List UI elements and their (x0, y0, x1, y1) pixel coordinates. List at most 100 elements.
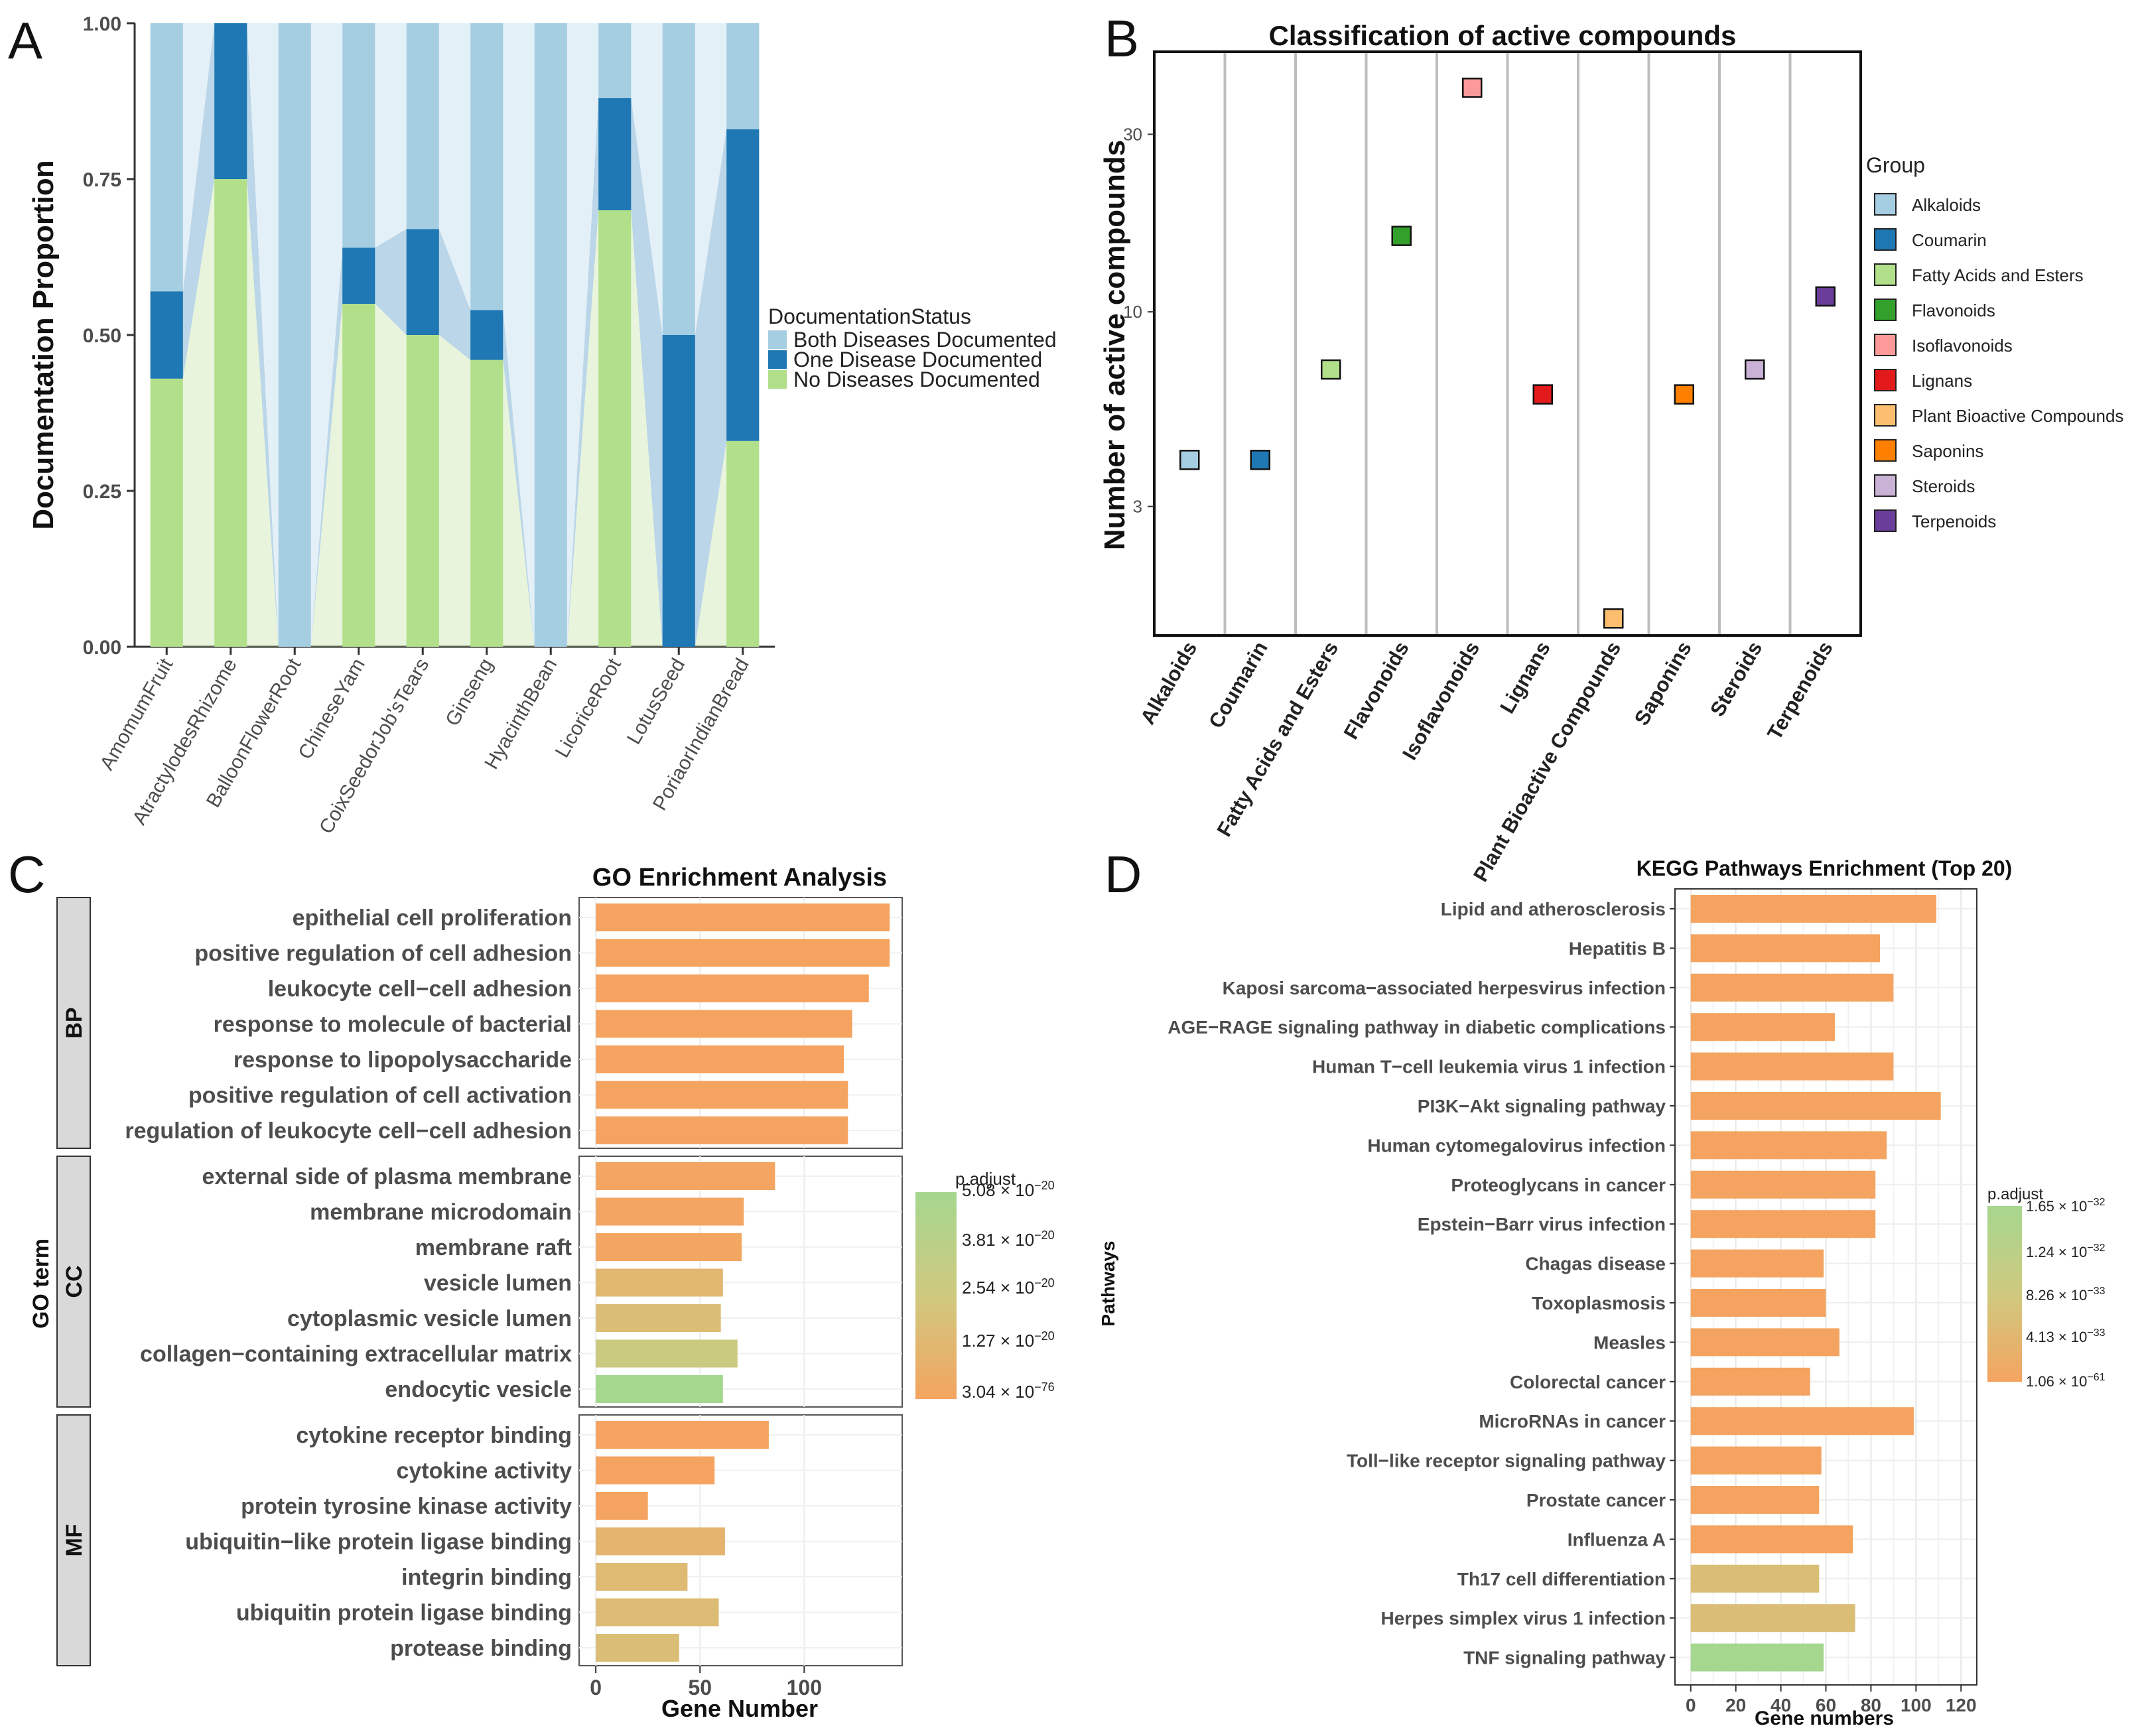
d-x-tick-label: 60 (1816, 1695, 1836, 1715)
d-category-label: Hepatitis B (1569, 938, 1666, 959)
c-facet-bp: BP epithelial cell proliferation positive … (56, 897, 903, 1149)
a-y-tick-label: 1.00 (83, 13, 121, 35)
a-y-tick-label: 0.75 (83, 169, 121, 191)
a-bar-chineseyam-one-disease-documented (342, 247, 375, 304)
d-category-label: Herpes simplex virus 1 infection (1381, 1608, 1666, 1629)
b-legend-title: Group (1866, 153, 1925, 177)
c-colorbar-label: 1.27 × 10−20 (962, 1329, 1055, 1351)
c-term-label: collagen−containing extracellular matrix (140, 1342, 572, 1367)
c-facet-label: MF (62, 1524, 87, 1556)
c-bar-collagen-containing-extracellular-matrix (596, 1339, 738, 1368)
d-x-tick-label: 100 (1901, 1695, 1932, 1715)
panel-label-c: C (8, 845, 45, 903)
b-point-terpenoids (1815, 286, 1836, 307)
a-bar-amomumfruit-no-diseases-documented (150, 378, 183, 647)
b-gridlines (1223, 52, 1792, 635)
b-legend-swatch-isoflavonoids (1874, 334, 1897, 356)
a-legend-label-one: One Disease Documented (793, 348, 1042, 371)
b-x-tick-label: Coumarin (1204, 637, 1272, 732)
c-bar-membrane-microdomain (596, 1197, 744, 1226)
c-y-axis-title: GO term (29, 1238, 54, 1329)
a-flow-both-diseases-documented (503, 23, 535, 647)
c-term-label: membrane microdomain (310, 1200, 572, 1225)
a-bar-poriaorindianbread-both-diseases-documented (726, 23, 760, 129)
d-x-axis: 0 20 40 60 80 100 120 (1686, 1685, 1977, 1715)
c-colorbar-label: 3.04 × 10−76 (962, 1380, 1055, 1402)
panel-a: A Documentation Proportion 0.000.250.500… (8, 11, 1057, 838)
c-term-label: response to molecule of bacterial (214, 1012, 572, 1037)
d-colorbar-label: 1.06 × 10−61 (2026, 1372, 2106, 1390)
b-legend-swatch-fatty-acids-and-esters (1874, 263, 1897, 286)
a-y-ticks: 0.00 0.25 0.50 0.75 1.00 (83, 13, 135, 659)
a-legend-swatch-none (768, 370, 787, 389)
d-x-axis-title: Gene numbers (1755, 1707, 1894, 1729)
a-x-tick-label: LicoriceRoot (551, 654, 626, 761)
a-bar-lotusseed-both-diseases-documented (662, 23, 695, 335)
d-x-tick-label: 80 (1861, 1695, 1881, 1715)
a-bar-licoriceroot-no-diseases-documented (598, 210, 632, 647)
a-y-tick-label: 0.00 (83, 637, 121, 659)
d-category-label: Prostate cancer (1526, 1490, 1666, 1510)
b-legend-swatch-alkaloids (1874, 193, 1897, 216)
d-bar-micrornas-in-cancer (1690, 1407, 1914, 1436)
c-term-label: endocytic vesicle (385, 1377, 572, 1402)
b-legend-swatch-coumarin (1874, 228, 1897, 251)
b-point-isoflavonoids (1462, 78, 1483, 98)
d-bar-th17-cell-differentiation (1690, 1564, 1820, 1593)
d-bar-influenza-a (1690, 1525, 1853, 1554)
d-category-label: Toxoplasmosis (1532, 1293, 1666, 1313)
a-flow-no-diseases-documented (310, 304, 343, 647)
a-flow-both-diseases-documented (375, 23, 407, 248)
d-x-tick-label: 40 (1771, 1695, 1791, 1715)
d-category-label: Proteoglycans in cancer (1451, 1175, 1666, 1195)
c-x-tick-label: 50 (688, 1676, 712, 1700)
a-flow-one-disease-documented (695, 129, 727, 647)
c-term-label: cytokine receptor binding (296, 1423, 572, 1448)
a-y-tick-label: 0.50 (83, 325, 121, 347)
b-point-steroids (1745, 359, 1765, 380)
c-bar-protein-tyrosine-kinase-activity (596, 1492, 648, 1520)
a-plot-area (150, 23, 760, 647)
a-flow-no-diseases-documented (695, 440, 727, 647)
c-term-label: ubiquitin protein ligase binding (236, 1601, 572, 1626)
c-term-label: response to lipopolysaccharide (234, 1047, 572, 1073)
b-legend-label-terpenoids: Terpenoids (1912, 511, 1996, 531)
d-colorbar-label: 1.65 × 10−32 (2026, 1197, 2106, 1215)
c-x-axis: 0 50 100 (590, 1666, 822, 1700)
d-bar-human-t-cell-leukemia-virus-1-infection (1690, 1052, 1894, 1081)
a-flow-both-diseases-documented (310, 23, 343, 647)
a-bar-poriaorindianbread-no-diseases-documented (726, 440, 760, 647)
b-point-lignans (1532, 384, 1553, 405)
a-flow-both-diseases-documented (438, 23, 471, 310)
c-title: GO Enrichment Analysis (592, 864, 887, 892)
c-colorbar-label: 2.54 × 10−20 (962, 1276, 1055, 1298)
a-x-tick-label: CoixSeedorJob'sTears (315, 655, 433, 838)
b-points (1179, 78, 1836, 629)
c-bar-cytokine-activity (596, 1456, 715, 1485)
b-legend-swatch-saponins (1874, 439, 1897, 462)
c-bar-positive-regulation-of-cell-adhesion (596, 939, 890, 967)
a-bar-atractylodesrhizome-one-disease-documented (214, 23, 247, 179)
d-bar-lipid-and-atherosclerosis (1690, 895, 1936, 923)
c-term-label: membrane raft (415, 1235, 572, 1260)
a-y-axis-title: Documentation Proportion (27, 160, 60, 529)
b-point-fatty-acids-and-esters (1321, 359, 1341, 380)
b-x-tick-label: Alkaloids (1136, 637, 1201, 728)
d-bar-human-cytomegalovirus-infection (1690, 1131, 1887, 1160)
d-bar-toll-like-receptor-signaling-pathway (1690, 1446, 1822, 1475)
b-legend-label-lignans: Lignans (1912, 371, 1972, 391)
d-category-label: Toll−like receptor signaling pathway (1347, 1451, 1666, 1471)
c-term-label: vesicle lumen (424, 1271, 572, 1296)
b-point-plant-bioactive-compounds (1603, 608, 1624, 629)
d-bar-toxoplasmosis (1690, 1289, 1826, 1317)
c-term-label: leukocyte cell−cell adhesion (268, 976, 572, 1002)
a-flow-one-disease-documented (182, 23, 215, 379)
d-colorbar-gradient (1987, 1206, 2022, 1382)
a-flow-one-disease-documented (631, 98, 663, 647)
d-y-axis-title: Pathways (1098, 1240, 1118, 1326)
c-term-label: integrin binding (401, 1565, 572, 1590)
d-bar-tnf-signaling-pathway (1690, 1643, 1824, 1672)
a-legend-swatch-both (768, 330, 787, 349)
a-bar-coixseedorjob-stears-one-disease-documented (406, 229, 439, 335)
